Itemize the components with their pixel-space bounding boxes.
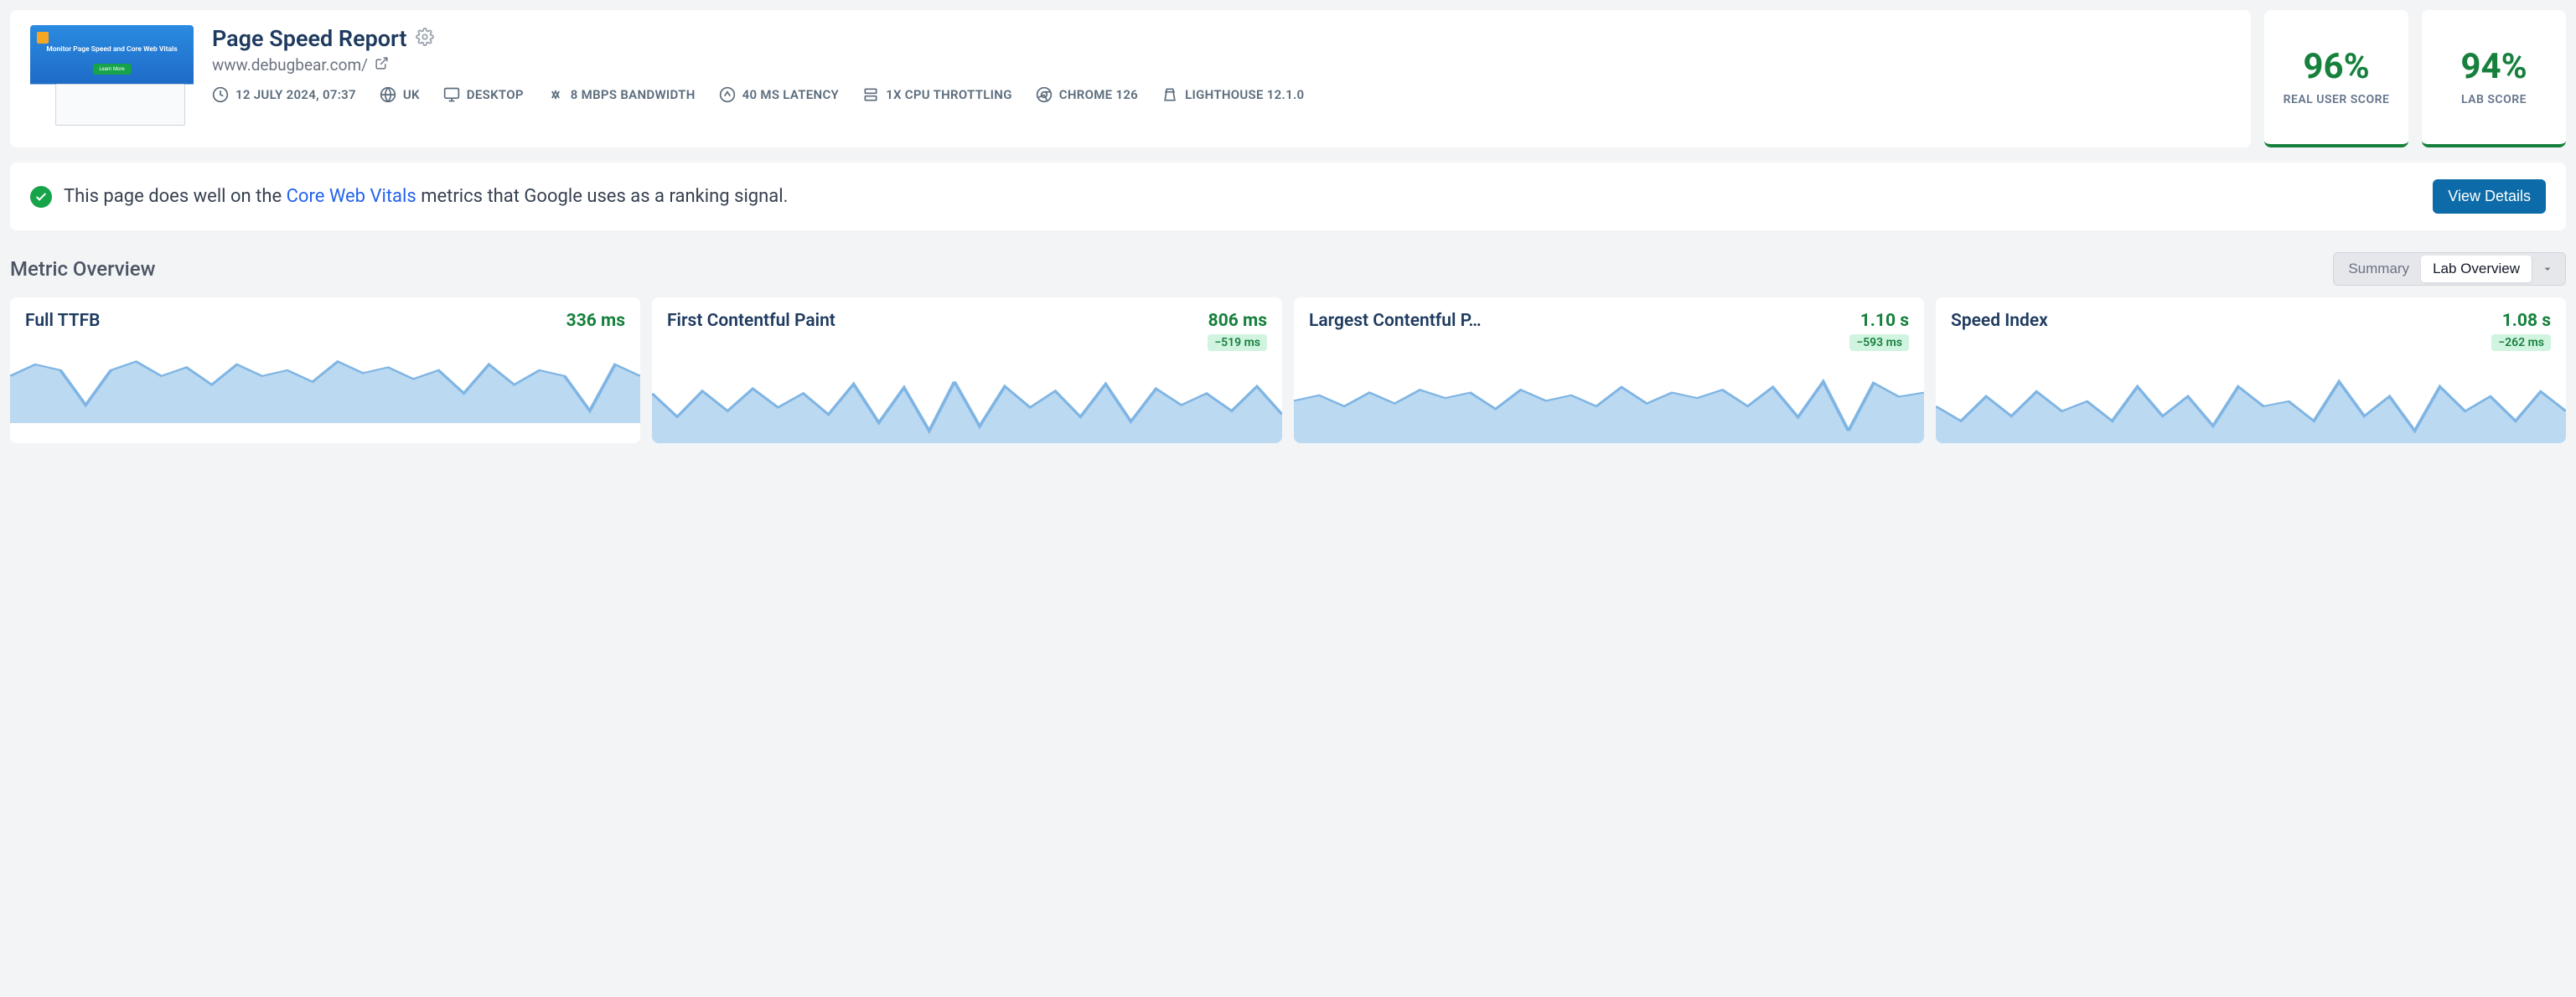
sparkline (10, 341, 640, 423)
metric-name: Speed Index (1951, 311, 2048, 331)
metric-value: 1.08 s (2491, 311, 2551, 331)
thumb-tagline: Monitor Page Speed and Core Web Vitals (30, 45, 194, 54)
meta-bandwidth: 8 MBPS BANDWIDTH (547, 86, 696, 103)
check-icon (30, 186, 52, 208)
metric-overview-title: Metric Overview (10, 257, 155, 281)
toggle-lab-overview[interactable]: Lab Overview (2421, 256, 2532, 282)
gear-icon[interactable] (416, 28, 434, 49)
metric-card[interactable]: Full TTFB 336 ms (10, 297, 640, 443)
meta-timestamp: 12 JULY 2024, 07:37 (212, 86, 356, 103)
metrics-row: Full TTFB 336 ms First Contentful Paint 806… (10, 297, 2566, 443)
metric-value: 806 ms (1208, 311, 1267, 331)
meta-latency: 40 MS LATENCY (719, 86, 839, 103)
meta-region: UK (380, 86, 420, 103)
banner-text: This page does well on the Core Web Vita… (64, 186, 2421, 207)
metric-value: 1.10 s (1849, 311, 1909, 331)
sparkline (1936, 361, 2566, 443)
meta-device: DESKTOP (443, 86, 524, 103)
meta-lighthouse: LIGHTHOUSE 12.1.0 (1161, 86, 1304, 103)
sparkline (1294, 361, 1924, 443)
real-user-score-card[interactable]: 96% REAL USER SCORE (2264, 10, 2408, 147)
real-user-score-label: REAL USER SCORE (2284, 92, 2390, 107)
page-thumbnail[interactable]: Monitor Page Speed and Core Web Vitals L… (30, 25, 194, 132)
lab-score-label: LAB SCORE (2461, 92, 2527, 107)
view-details-button[interactable]: View Details (2433, 179, 2546, 214)
real-user-score-value: 96% (2303, 46, 2369, 87)
cwv-banner: This page does well on the Core Web Vita… (10, 163, 2566, 230)
external-link-icon[interactable] (375, 55, 389, 75)
metric-delta: −262 ms (2491, 334, 2551, 351)
meta-browser: CHROME 126 (1036, 86, 1138, 103)
metric-card[interactable]: First Contentful Paint 806 ms −519 ms (652, 297, 1282, 443)
metric-delta: −519 ms (1208, 334, 1267, 351)
metric-name: Full TTFB (25, 311, 101, 331)
page-title: Page Speed Report (212, 25, 407, 52)
overview-toggle: Summary Lab Overview (2333, 252, 2566, 286)
metric-value: 336 ms (566, 311, 625, 331)
metric-card[interactable]: Largest Contentful P… 1.10 s −593 ms (1294, 297, 1924, 443)
thumb-cta: Learn More (92, 64, 131, 75)
header-card: Monitor Page Speed and Core Web Vitals L… (10, 10, 2251, 147)
metric-delta: −593 ms (1849, 334, 1909, 351)
cwv-link[interactable]: Core Web Vitals (287, 186, 416, 207)
page-url: www.debugbear.com/ (212, 55, 368, 75)
lab-score-value: 94% (2460, 46, 2527, 87)
toggle-summary[interactable]: Summary (2336, 256, 2421, 282)
sparkline (652, 361, 1282, 443)
metric-card[interactable]: Speed Index 1.08 s −262 ms (1936, 297, 2566, 443)
metric-name: First Contentful Paint (667, 311, 835, 331)
chevron-down-icon[interactable] (2532, 257, 2563, 281)
metric-name: Largest Contentful P… (1309, 311, 1482, 331)
lab-score-card[interactable]: 94% LAB SCORE (2422, 10, 2566, 147)
meta-cpu: 1X CPU THROTTLING (862, 86, 1012, 103)
